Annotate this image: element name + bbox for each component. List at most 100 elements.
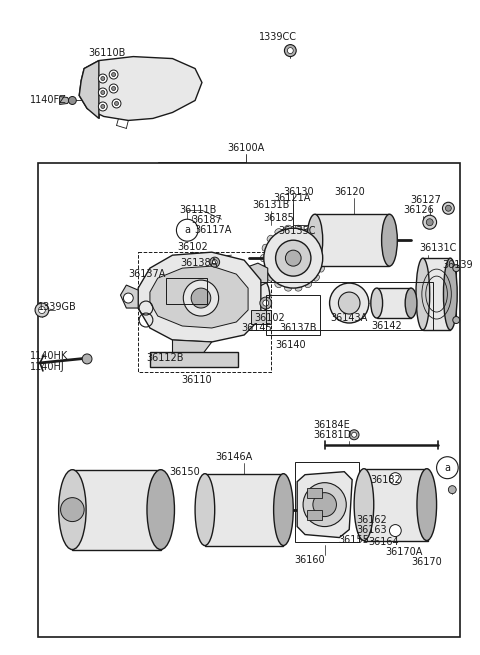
Circle shape: [285, 45, 296, 56]
Text: 36140: 36140: [275, 340, 306, 350]
Ellipse shape: [262, 265, 267, 272]
Text: 36110: 36110: [182, 375, 212, 385]
Text: 36139: 36139: [443, 260, 473, 270]
Text: a: a: [184, 225, 190, 235]
Text: 36162: 36162: [356, 515, 387, 525]
Circle shape: [191, 288, 211, 308]
Text: a: a: [444, 462, 450, 473]
Circle shape: [437, 457, 458, 479]
Polygon shape: [120, 285, 138, 308]
Circle shape: [389, 525, 401, 536]
Ellipse shape: [285, 286, 291, 291]
Ellipse shape: [305, 282, 312, 288]
Bar: [72, 470, 161, 550]
Text: 36163: 36163: [356, 525, 387, 534]
Bar: [315, 214, 389, 266]
Bar: [307, 510, 322, 519]
Ellipse shape: [382, 214, 397, 266]
Ellipse shape: [295, 286, 302, 291]
Bar: [307, 488, 322, 498]
Ellipse shape: [231, 306, 236, 310]
Circle shape: [236, 287, 252, 303]
Circle shape: [109, 84, 118, 93]
Polygon shape: [150, 266, 248, 328]
Polygon shape: [79, 56, 202, 121]
Ellipse shape: [321, 255, 326, 261]
Text: 36102: 36102: [254, 313, 285, 323]
Circle shape: [443, 202, 454, 214]
Ellipse shape: [267, 235, 273, 242]
Ellipse shape: [295, 225, 302, 230]
Circle shape: [101, 105, 105, 109]
Circle shape: [112, 99, 121, 108]
Polygon shape: [60, 96, 70, 105]
Circle shape: [38, 307, 46, 314]
Circle shape: [448, 485, 456, 494]
Ellipse shape: [59, 470, 86, 550]
Bar: [251, 310, 271, 324]
Circle shape: [389, 473, 401, 485]
Text: 36117A: 36117A: [194, 225, 231, 235]
Bar: [150, 352, 238, 367]
Text: 36138A: 36138A: [180, 258, 217, 268]
Ellipse shape: [217, 280, 221, 284]
Circle shape: [183, 280, 219, 316]
Ellipse shape: [237, 285, 241, 290]
Circle shape: [112, 86, 116, 90]
Polygon shape: [172, 340, 212, 358]
Circle shape: [228, 279, 260, 311]
Bar: [266, 295, 320, 335]
Text: 36164: 36164: [368, 536, 398, 546]
Ellipse shape: [274, 474, 293, 546]
Text: 36187: 36187: [191, 215, 222, 225]
Circle shape: [260, 297, 272, 309]
Text: 36181D: 36181D: [313, 430, 351, 440]
Circle shape: [330, 283, 369, 323]
Text: 1339GB: 1339GB: [38, 302, 77, 312]
Ellipse shape: [260, 255, 265, 261]
Text: 36130: 36130: [283, 187, 314, 197]
Bar: [138, 252, 271, 372]
Circle shape: [352, 432, 357, 438]
Circle shape: [112, 73, 116, 77]
Circle shape: [60, 498, 84, 521]
Ellipse shape: [217, 306, 221, 310]
Circle shape: [101, 77, 105, 81]
Circle shape: [109, 70, 118, 79]
Ellipse shape: [210, 293, 214, 297]
Text: 36102: 36102: [178, 242, 208, 252]
Polygon shape: [138, 252, 261, 342]
Bar: [227, 282, 432, 330]
Circle shape: [276, 240, 311, 276]
Bar: [38, 163, 460, 637]
Ellipse shape: [212, 300, 216, 305]
Text: 36100A: 36100A: [228, 143, 265, 153]
Text: 36135C: 36135C: [278, 226, 316, 236]
Text: 1140HK: 1140HK: [30, 351, 68, 361]
Circle shape: [426, 219, 433, 226]
Circle shape: [210, 257, 220, 267]
Circle shape: [423, 215, 437, 229]
Circle shape: [288, 48, 293, 54]
Text: 36127: 36127: [410, 195, 441, 205]
Circle shape: [98, 102, 107, 111]
Text: 36146A: 36146A: [216, 452, 253, 462]
Circle shape: [98, 88, 107, 97]
Text: 36145: 36145: [241, 323, 272, 333]
Circle shape: [82, 354, 92, 364]
Ellipse shape: [313, 235, 320, 242]
Ellipse shape: [224, 278, 229, 282]
Ellipse shape: [212, 285, 216, 290]
Text: 36112B: 36112B: [146, 353, 183, 363]
Circle shape: [264, 228, 323, 288]
Circle shape: [35, 303, 49, 317]
Circle shape: [349, 430, 359, 440]
Ellipse shape: [231, 280, 236, 284]
Text: 36155: 36155: [338, 534, 369, 544]
Text: 36184E: 36184E: [313, 420, 349, 430]
Ellipse shape: [285, 225, 291, 230]
Polygon shape: [244, 263, 268, 288]
Ellipse shape: [313, 275, 320, 281]
Ellipse shape: [237, 300, 241, 305]
Bar: [364, 469, 428, 540]
